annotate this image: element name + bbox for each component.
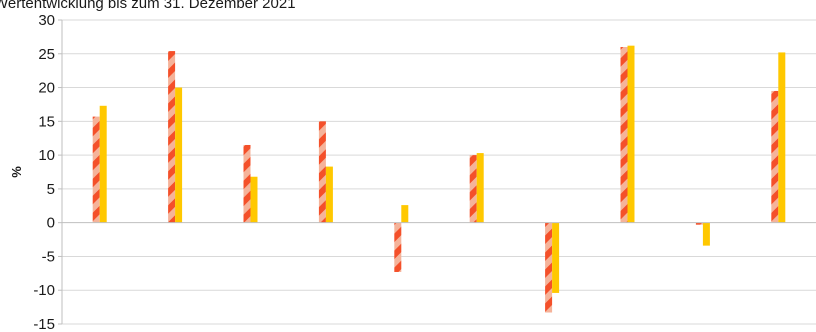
bar-series2-item6 [477,153,484,223]
chart-title: Wertentwicklung bis zum 31. Dezember 202… [0,0,296,12]
bar-series1-item2 [168,51,175,223]
y-tick-label: -5 [42,248,55,265]
bar-series2-item5 [401,205,408,223]
bar-series2-item1 [100,106,107,223]
y-axis-ticks: 30 25 20 15 10 5 0 -5 -10 -15 [33,12,62,332]
y-axis-label: % [9,166,24,178]
bar-series1-item1 [93,117,100,223]
y-tick-label: 10 [38,147,55,164]
bar-series1-item10 [771,91,778,223]
y-tick-label: 5 [47,181,55,198]
bar-series1-item3 [244,145,251,223]
bar-series2-item7 [552,223,559,293]
bar-series2-item10 [778,52,785,222]
y-tick-label: 30 [38,12,55,29]
bar-series2-item9 [703,223,710,246]
y-tick-label: -15 [33,316,55,332]
bar-series2-item2 [175,88,182,223]
bar-series1-item6 [470,155,477,223]
bar-series1-item4 [319,121,326,222]
bars [93,46,786,313]
bar-series2-item4 [326,167,333,223]
bar-series1-item7 [545,223,552,313]
y-tick-label: 15 [38,113,55,130]
bar-series1-item5 [394,223,401,272]
y-tick-label: 20 [38,80,55,97]
y-tick-label: 25 [38,46,55,63]
y-tick-label: 0 [47,215,55,232]
bar-series2-item3 [251,177,258,223]
y-tick-label: -10 [33,282,55,299]
bar-series1-item8 [621,47,628,223]
bar-series2-item8 [628,46,635,223]
